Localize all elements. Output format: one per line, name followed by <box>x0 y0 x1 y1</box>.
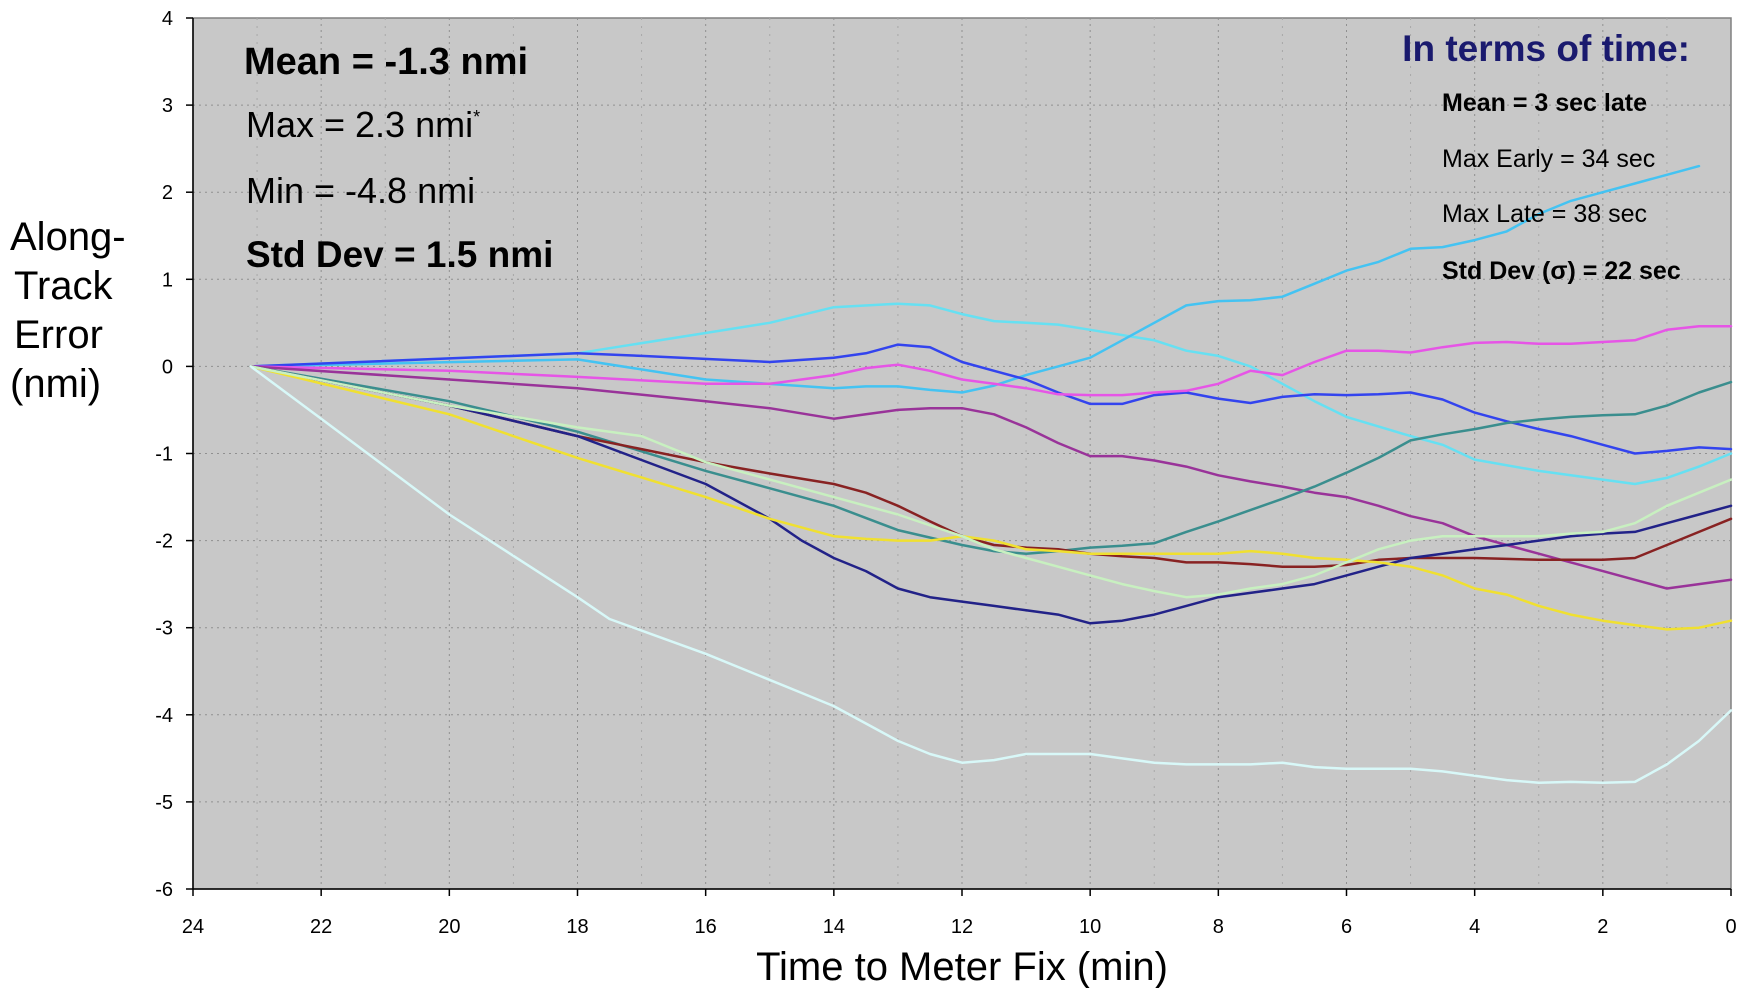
x-tick-label: 14 <box>823 916 845 938</box>
series-lines <box>249 164 1733 784</box>
y-tick-label: 2 <box>162 182 173 204</box>
time-stat-max-early: Max Early = 34 sec <box>1442 145 1655 173</box>
y-tick-label: -3 <box>155 618 173 640</box>
series-line-8 <box>249 365 1733 625</box>
y-tick-label: -5 <box>155 792 173 814</box>
x-axis-title: Time to Meter Fix (min) <box>756 945 1168 988</box>
time-stats-title: In terms of time: <box>1402 28 1690 69</box>
time-stat-std-dev: Std Dev (σ) = 22 sec <box>1442 257 1681 285</box>
y-tick-label: -2 <box>155 531 173 553</box>
x-tick-label: 18 <box>566 916 588 938</box>
x-tick-label: 24 <box>182 916 204 938</box>
y-axis-title-line: (nmi) <box>10 362 101 406</box>
gridlines <box>193 18 1731 889</box>
stat-max-distance-footnote: * <box>473 107 480 127</box>
y-tick-label: 4 <box>162 8 173 30</box>
y-axis-title-line: Track <box>14 264 114 308</box>
stat-std-dev-distance: Std Dev = 1.5 nmi <box>246 234 553 275</box>
y-tick-label: -1 <box>155 444 173 466</box>
x-tick-label: 22 <box>310 916 332 938</box>
axes <box>186 17 1732 896</box>
y-tick-label: -6 <box>155 879 173 901</box>
stat-max-distance: Max = 2.3 nmi* <box>246 104 480 145</box>
time-stat-mean: Mean = 3 sec late <box>1442 89 1647 117</box>
series-line-10 <box>249 365 1733 599</box>
y-axis-title-line: Error <box>14 313 103 357</box>
x-tick-label: 4 <box>1469 916 1480 938</box>
y-tick-label: 0 <box>162 356 173 378</box>
stats-box-distance: Mean = -1.3 nmi Max = 2.3 nmi* Min = -4.… <box>244 41 553 275</box>
y-axis-title-line: Along- <box>10 215 126 259</box>
x-tick-label: 10 <box>1079 916 1101 938</box>
series-line-7 <box>249 365 1733 568</box>
x-tick-label: 0 <box>1725 916 1736 938</box>
series-line-1 <box>249 302 1733 486</box>
y-tick-label: 3 <box>162 95 173 117</box>
stat-mean-distance: Mean = -1.3 nmi <box>244 41 528 83</box>
time-stat-max-late: Max Late = 38 sec <box>1442 200 1647 228</box>
x-tick-label: 8 <box>1213 916 1224 938</box>
y-tick-label: 1 <box>162 269 173 291</box>
series-line-2 <box>249 164 1701 394</box>
stat-max-distance-value: Max = 2.3 nmi <box>246 104 473 145</box>
series-line-3 <box>249 343 1733 455</box>
series-line-9 <box>249 365 1733 631</box>
stats-box-time: In terms of time: Mean = 3 sec late Max … <box>1402 28 1690 285</box>
series-line-4 <box>249 325 1733 397</box>
x-tick-label: 16 <box>695 916 717 938</box>
series-line-5 <box>249 365 1733 590</box>
y-tick-label: -4 <box>155 705 173 727</box>
y-axis-title: Along- Track Error (nmi) <box>10 215 137 406</box>
stat-min-distance: Min = -4.8 nmi <box>246 170 475 211</box>
series-line-6 <box>249 365 1733 555</box>
series-line-11 <box>249 365 1733 784</box>
x-tick-label: 6 <box>1341 916 1352 938</box>
x-tick-label: 12 <box>951 916 973 938</box>
x-tick-label: 20 <box>438 916 460 938</box>
x-tick-label: 2 <box>1597 916 1608 938</box>
